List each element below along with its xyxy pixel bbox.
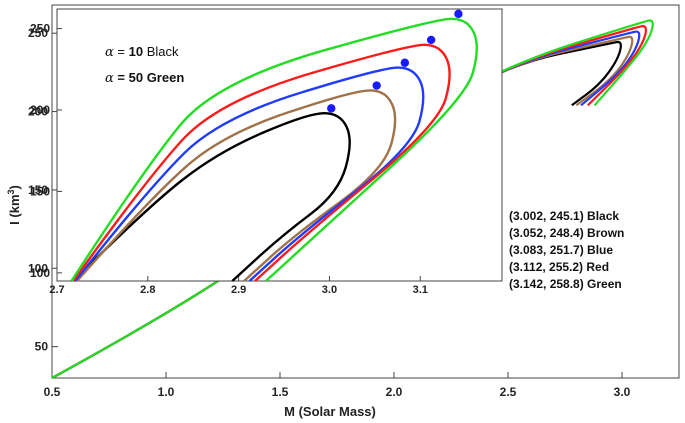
inset-y-tick-label: 150	[30, 184, 50, 198]
inset-max-marker	[400, 58, 410, 67]
y-tick-label: 200	[28, 105, 48, 119]
x-tick-label: 1.0	[158, 385, 175, 399]
x-tick-label: 2.5	[500, 385, 517, 399]
inset-x-tick-label: 3.0	[322, 284, 337, 296]
inset-y-tick-label: 200	[30, 103, 50, 117]
inset-series-line	[74, 66, 425, 282]
max-point-annotations: (3.002, 245.1) Black (3.052, 248.4) Brow…	[509, 209, 624, 291]
y-tick-label: 150	[28, 183, 48, 197]
inset-plot-frame	[56, 8, 503, 282]
inset-x-tick-label: 3.1	[413, 284, 428, 296]
inset-series-line	[76, 89, 397, 282]
annotation-red: (3.112, 255.2) Red	[509, 260, 609, 274]
legend-alpha-10: α = 10 Black	[105, 44, 179, 60]
inset-series-line	[72, 111, 351, 282]
inset-x-tick-label: 2.7	[49, 284, 64, 296]
inset-max-marker	[372, 81, 381, 90]
x-tick-label: 3.0	[614, 385, 631, 399]
legend-alpha-50: α = 50 Green	[105, 70, 184, 86]
y-tick-label: 250	[28, 26, 48, 40]
annotation-blue: (3.083, 251.7) Blue	[509, 243, 613, 257]
inset-series-curves	[70, 9, 478, 282]
inset-y-tick-label: 250	[30, 22, 50, 36]
inset-max-marker	[327, 104, 336, 113]
annotation-green: (3.142, 258.8) Green	[509, 277, 622, 291]
annotation-black: (3.002, 245.1) Black	[509, 209, 619, 223]
annotation-brown: (3.052, 248.4) Brown	[509, 226, 624, 240]
inset-x-tick-label: 2.8	[140, 284, 155, 296]
inset-max-marker	[426, 35, 436, 45]
x-tick-label: 0.5	[44, 385, 61, 399]
inset-x-tick-label: 2.9	[231, 284, 246, 296]
main-axis-ticks: 0.5 1.0 1.5 2.0 2.5 3.0 50 100 150 200 250	[28, 26, 631, 399]
x-axis-label: M (Solar Mass)	[284, 404, 376, 419]
y-tick-label: 50	[35, 340, 49, 354]
inset-y-tick-label: 100	[30, 266, 50, 280]
main-plot-frame	[51, 4, 680, 379]
x-tick-label: 1.5	[272, 385, 289, 399]
inset-series-line	[72, 43, 451, 282]
inset-axis-ticks: 2.7 2.8 2.9 3.0 3.1 100 150 200 250	[30, 22, 428, 296]
inset-max-marker	[454, 9, 463, 19]
y-tick-label: 100	[28, 261, 48, 275]
x-tick-label: 2.0	[386, 385, 403, 399]
inset-series-line	[70, 17, 478, 282]
y-axis-label: I (km3)	[6, 185, 22, 225]
